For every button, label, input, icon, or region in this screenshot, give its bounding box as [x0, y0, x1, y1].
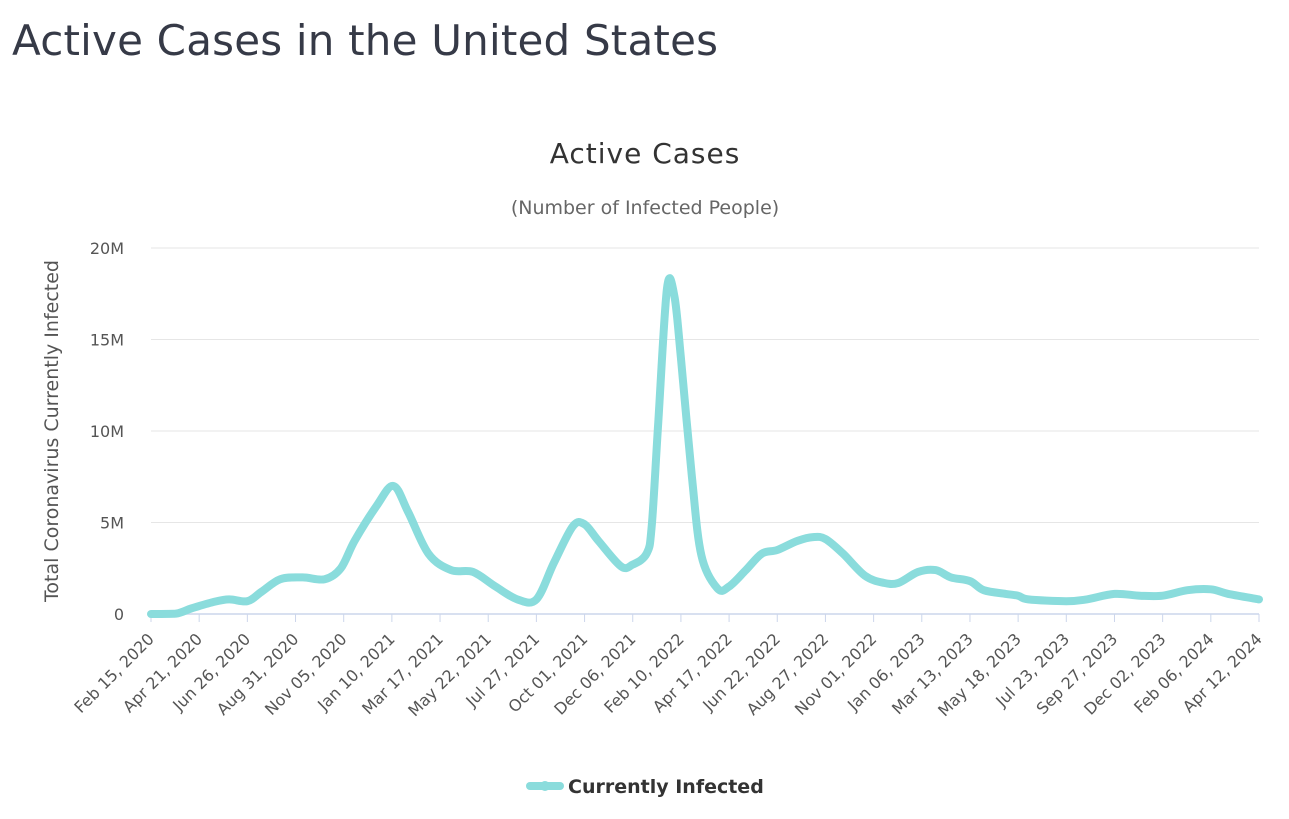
chart-subtitle: (Number of Infected People): [511, 197, 779, 219]
y-tick-label: 5M: [100, 514, 124, 533]
grid-layer: [151, 247, 1259, 615]
y-axis-label: Total Coronavirus Currently Infected: [41, 260, 63, 603]
legend-marker: [540, 781, 550, 791]
chart-title: Active Cases: [550, 137, 741, 170]
series-line-currently-infected[interactable]: [147, 274, 1263, 618]
page-title: Active Cases in the United States: [12, 16, 719, 65]
y-tick-label: 15M: [90, 331, 124, 350]
x-tick-label: May 22, 2021: [404, 629, 495, 720]
y-tick-label: 0: [114, 605, 124, 624]
y-ticks: 0 5M 10M 15M 20M: [90, 239, 124, 624]
legend[interactable]: Currently Infected: [526, 776, 764, 798]
x-tick-label: May 18, 2023: [934, 629, 1025, 720]
y-tick-label: 20M: [90, 239, 124, 258]
y-tick-label: 10M: [90, 422, 124, 441]
legend-item-currently-infected[interactable]: Currently Infected: [568, 776, 764, 798]
series-layer: [147, 274, 1263, 618]
